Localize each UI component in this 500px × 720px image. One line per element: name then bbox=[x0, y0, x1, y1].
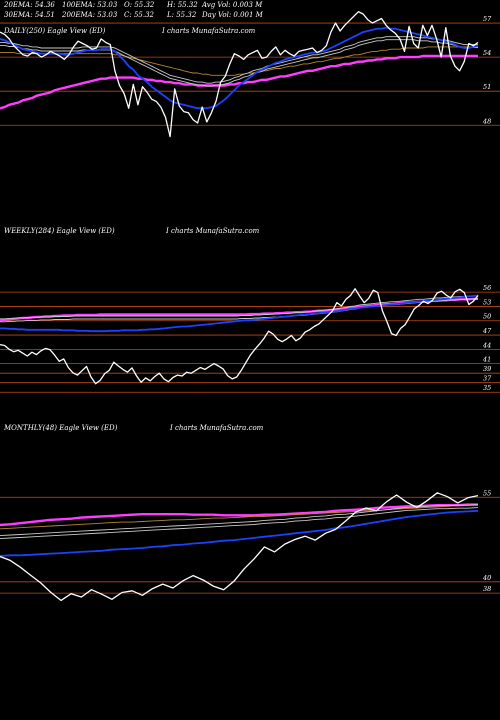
ema100-readout: 100EMA: 53.03 bbox=[62, 1, 118, 9]
monthly-series-ma-brown bbox=[0, 504, 478, 530]
monthly-chart-svg: 55 40 38 bbox=[0, 489, 500, 602]
monthly-ytick-label: 55 bbox=[483, 489, 491, 497]
daily-chart-svg: 57 54 51 48 bbox=[0, 11, 500, 138]
low-readout: L: 55.32 bbox=[167, 11, 197, 19]
weekly-ytick-label: 47 bbox=[482, 327, 492, 335]
daily-ytick-label: 54 bbox=[483, 49, 491, 57]
weekly-ytick-label: 41 bbox=[482, 356, 491, 364]
open-readout: O: 55.32 bbox=[124, 1, 155, 9]
weekly-ytick-label: 39 bbox=[483, 365, 491, 373]
weekly-series-ma-slow bbox=[0, 297, 478, 322]
daily-series-ma-brown bbox=[0, 46, 478, 76]
weekly-series-ma-gray bbox=[0, 295, 478, 320]
ema20-readout: 20EMA: 54.36 bbox=[4, 1, 55, 9]
monthly-series-ma-slow bbox=[0, 503, 478, 527]
daily-ytick-label: 48 bbox=[482, 117, 491, 125]
weekly-panel-title: WEEKLY(284) Eagle View (ED) bbox=[4, 227, 115, 235]
daily-series-ma-gray-b bbox=[0, 39, 478, 87]
monthly-series-ma-gray bbox=[0, 504, 479, 537]
close-readout: C: 55.32 bbox=[124, 11, 154, 19]
daily-watermark: I charts MunafaSutra.com bbox=[162, 27, 256, 35]
monthly-watermark: I charts MunafaSutra.com bbox=[170, 424, 264, 432]
daily-series-price bbox=[0, 11, 479, 138]
daily-series-ma-slow bbox=[0, 54, 478, 110]
monthly-series-ma-gray-b bbox=[0, 507, 479, 540]
weekly-series-price bbox=[0, 288, 479, 385]
dayvol-readout: Day Vol: 0.001 M bbox=[202, 11, 263, 19]
ema200-readout: 200EMA: 53.03 bbox=[62, 11, 118, 19]
weekly-watermark: I charts MunafaSutra.com bbox=[166, 227, 260, 235]
monthly-series-ma-fast bbox=[0, 509, 479, 557]
weekly-ytick-label: 37 bbox=[483, 375, 492, 383]
high-readout: H: 55.32 bbox=[167, 1, 198, 9]
weekly-ytick-label: 53 bbox=[483, 298, 491, 306]
daily-ytick-label: 57 bbox=[483, 15, 492, 23]
daily-series-ma-fast bbox=[0, 26, 479, 110]
weekly-ytick-label: 44 bbox=[482, 341, 491, 349]
monthly-panel-title: MONTHLY(48) Eagle View (ED) bbox=[4, 424, 118, 432]
avgvol-readout: Avg Vol: 0.003 M bbox=[202, 1, 263, 9]
monthly-ytick-label: 38 bbox=[483, 585, 491, 593]
monthly-series-price bbox=[0, 492, 479, 602]
monthly-ytick-label: 40 bbox=[482, 574, 491, 582]
daily-panel-title: DAILY(250) Eagle View (ED) bbox=[4, 27, 106, 35]
weekly-ytick-label: 35 bbox=[483, 384, 491, 392]
ema30-readout: 30EMA: 54.51 bbox=[4, 11, 55, 19]
weekly-ytick-label: 50 bbox=[483, 313, 491, 321]
weekly-ytick-label: 56 bbox=[483, 284, 491, 292]
daily-ytick-label: 51 bbox=[483, 83, 491, 91]
weekly-series-ma-fast bbox=[0, 294, 479, 333]
